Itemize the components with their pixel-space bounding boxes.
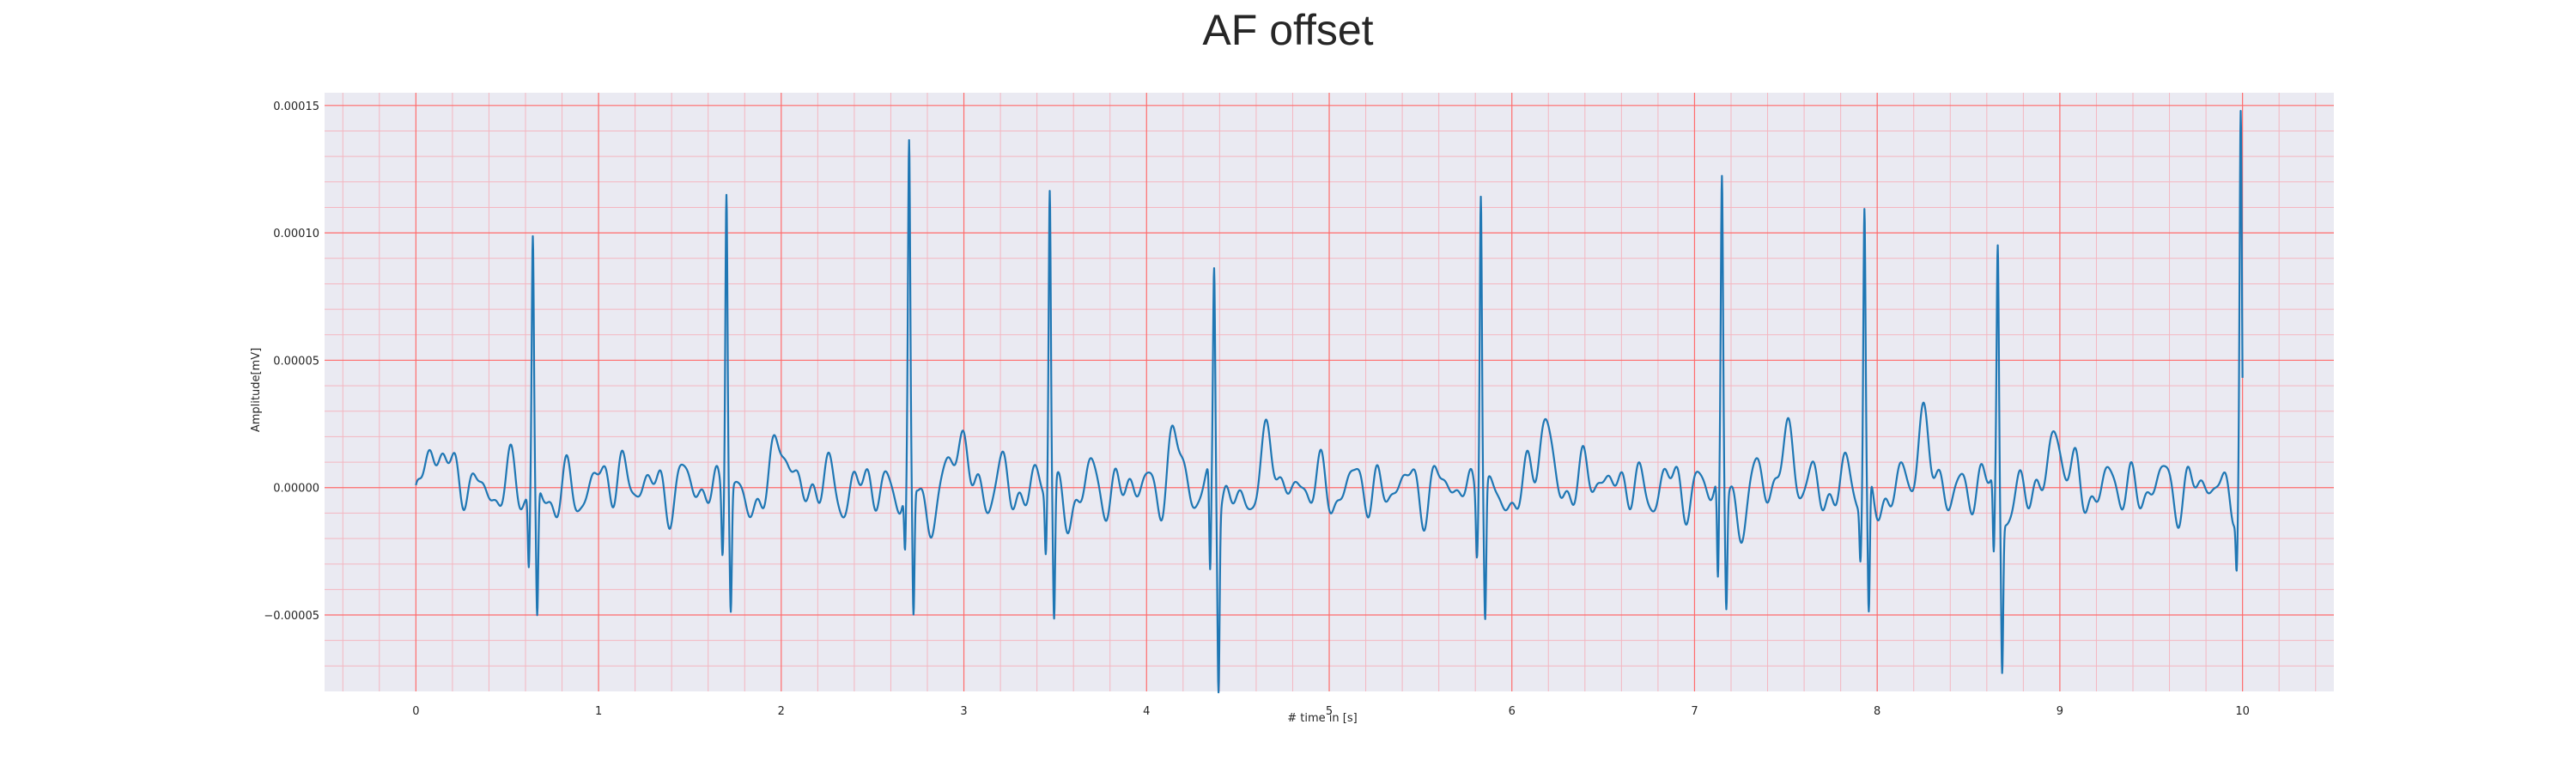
x-axis-label: # time in [s] [1287, 712, 1357, 725]
x-tick-label: 9 [2057, 705, 2063, 718]
y-axis-label: Amplitude[mV] [250, 348, 263, 432]
y-tick-label: 0.00015 [273, 100, 319, 113]
x-tick-label: 3 [960, 705, 967, 718]
x-tick-label: 5 [1326, 705, 1333, 718]
y-axis-ticks: −0.00005 0.00000 0.00005 0.00010 0.00015 [264, 100, 319, 623]
x-tick-label: 8 [1874, 705, 1880, 718]
x-tick-label: 7 [1691, 705, 1698, 718]
x-tick-label: 6 [1509, 705, 1516, 718]
y-tick-label: 0.00005 [273, 355, 319, 368]
x-tick-label: 2 [778, 705, 785, 718]
series-line [415, 110, 2244, 694]
y-tick-label: −0.00005 [264, 610, 319, 623]
major-grid [325, 93, 2334, 691]
x-tick-label: 0 [412, 705, 419, 718]
y-tick-label: 0.00010 [273, 228, 319, 240]
x-tick-label: 1 [595, 705, 602, 718]
x-tick-label: 10 [2235, 705, 2250, 718]
x-axis-ticks: 0 1 2 3 4 5 6 7 8 9 10 [412, 705, 2250, 718]
chart-title: AF offset [1202, 6, 1373, 54]
x-tick-label: 4 [1143, 705, 1150, 718]
y-tick-label: 0.00000 [273, 483, 319, 496]
